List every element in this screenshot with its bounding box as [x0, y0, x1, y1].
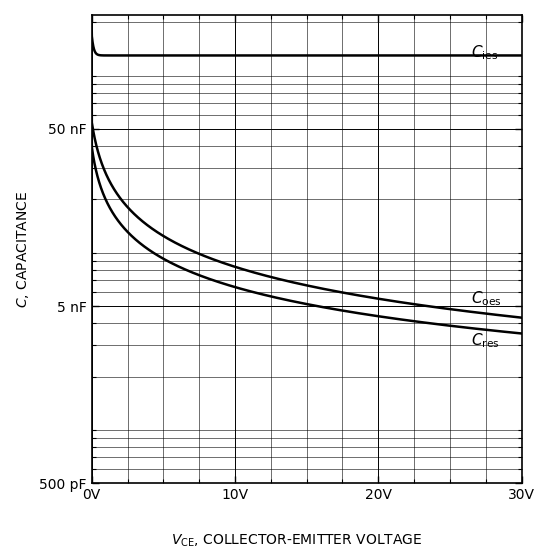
Text: $\mathit{C}_{\mathrm{res}}$: $\mathit{C}_{\mathrm{res}}$	[471, 331, 500, 350]
Y-axis label: $\mathit{C}$, CAPACITANCE: $\mathit{C}$, CAPACITANCE	[15, 190, 31, 307]
Text: $\mathit{V}_{\mathrm{CE}}$, COLLECTOR-EMITTER VOLTAGE: $\mathit{V}_{\mathrm{CE}}$, COLLECTOR-EM…	[171, 532, 423, 549]
Text: $\mathit{C}_{\mathrm{oes}}$: $\mathit{C}_{\mathrm{oes}}$	[471, 289, 502, 308]
Text: $\mathit{C}_{\mathrm{ies}}$: $\mathit{C}_{\mathrm{ies}}$	[471, 43, 498, 62]
